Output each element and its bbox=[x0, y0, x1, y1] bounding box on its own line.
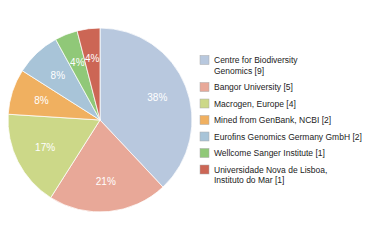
legend-label: Wellcome Sanger Institute [1] bbox=[214, 148, 325, 158]
legend-label-line: Bangor University [5] bbox=[214, 82, 293, 92]
legend-swatch bbox=[200, 83, 209, 92]
legend-label-line: Universidade Nova de Lisboa, bbox=[214, 165, 327, 175]
legend-label: Centre for BiodiversityGenomics [9] bbox=[214, 55, 298, 76]
data-label: 4% bbox=[85, 53, 100, 64]
legend-swatch bbox=[200, 165, 209, 174]
legend-item: Eurofins Genomics Germany GmbH [2] bbox=[200, 132, 362, 142]
pie-slice bbox=[8, 114, 100, 197]
legend-label-line: Mined from GenBank, NCBI [2] bbox=[214, 115, 331, 125]
legend-item: Universidade Nova de Lisboa,Instituto do… bbox=[200, 165, 327, 186]
legend-label: Eurofins Genomics Germany GmbH [2] bbox=[214, 132, 362, 142]
legend-swatch bbox=[200, 56, 209, 65]
pie-slice bbox=[77, 28, 100, 120]
legend-label-line: Macrogen, Europe [4] bbox=[214, 99, 296, 109]
legend-label-line: Wellcome Sanger Institute [1] bbox=[214, 148, 325, 158]
legend: Centre for BiodiversityGenomics [9] Bango… bbox=[200, 55, 362, 185]
data-labels: 38% 21% 17% 8% 8% 4%4% bbox=[34, 53, 167, 187]
legend-item: Centre for BiodiversityGenomics [9] bbox=[200, 55, 298, 76]
data-label: 17% bbox=[35, 142, 55, 153]
data-label: 38% bbox=[147, 92, 167, 103]
legend-swatch bbox=[200, 116, 209, 125]
legend-label-line: Eurofins Genomics Germany GmbH [2] bbox=[214, 132, 362, 142]
data-label: 21% bbox=[96, 176, 116, 187]
legend-label-line: Centre for Biodiversity bbox=[214, 55, 298, 65]
legend-label: Macrogen, Europe [4] bbox=[214, 99, 296, 109]
legend-label-line: Instituto do Mar [1] bbox=[214, 175, 284, 185]
legend-swatch bbox=[200, 99, 209, 108]
legend-item: Bangor University [5] bbox=[200, 82, 293, 92]
legend-swatch bbox=[200, 132, 209, 141]
legend-swatch bbox=[200, 149, 209, 158]
legend-item: Wellcome Sanger Institute [1] bbox=[200, 148, 325, 158]
legend-label: Bangor University [5] bbox=[214, 82, 293, 92]
data-label: 4% bbox=[70, 57, 85, 68]
legend-label-line: Genomics [9] bbox=[214, 66, 264, 76]
legend-label: Mined from GenBank, NCBI [2] bbox=[214, 115, 331, 125]
pie bbox=[8, 28, 192, 212]
legend-item: Mined from GenBank, NCBI [2] bbox=[200, 115, 331, 125]
data-label: 8% bbox=[34, 95, 49, 106]
data-label: 8% bbox=[51, 70, 66, 81]
legend-label: Universidade Nova de Lisboa,Instituto do… bbox=[214, 165, 327, 186]
chart: 38% 21% 17% 8% 8% 4%4% Centre for Biodiversity… bbox=[0, 0, 380, 240]
legend-item: Macrogen, Europe [4] bbox=[200, 99, 296, 109]
